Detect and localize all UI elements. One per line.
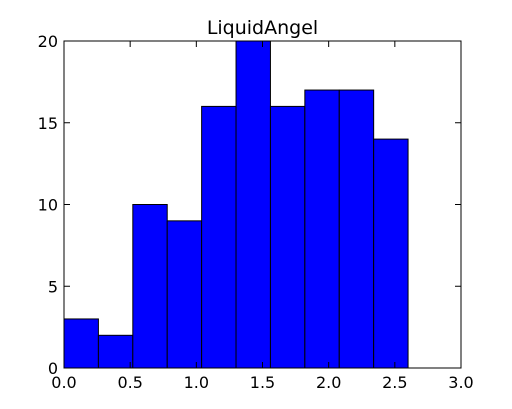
histogram-bar (97, 334, 134, 369)
y-tick-label: 5 (48, 277, 58, 296)
tick-labels-layer: 0.0 0.5 1.0 1.5 2.0 2.5 3.0 0 5 10 15 20 (38, 32, 474, 392)
chart-title: LiquidAngel (207, 17, 318, 39)
histogram-bar (63, 318, 99, 369)
x-tick-label: 3.0 (448, 373, 473, 392)
x-tick-label: 1.5 (250, 373, 275, 392)
ticks-layer (63, 40, 462, 369)
histogram-bar (304, 89, 340, 369)
x-tick-label: 0.0 (51, 373, 76, 392)
bars-layer (63, 40, 409, 369)
histogram-bar (338, 89, 375, 369)
histogram-bar (269, 105, 306, 369)
histogram-bar (132, 204, 168, 369)
histogram-bar (166, 220, 203, 369)
histogram-bar (373, 138, 409, 369)
histogram-bar (235, 40, 271, 369)
y-tick-label: 10 (38, 196, 58, 215)
y-tick-label: 0 (48, 359, 58, 378)
x-tick-label: 2.0 (316, 373, 341, 392)
x-tick-label: 2.5 (382, 373, 407, 392)
x-tick-label: 1.0 (184, 373, 209, 392)
x-tick-label: 0.5 (117, 373, 142, 392)
histogram-bar (201, 105, 237, 369)
y-tick-label: 15 (38, 114, 58, 133)
y-tick-label: 20 (38, 32, 58, 51)
